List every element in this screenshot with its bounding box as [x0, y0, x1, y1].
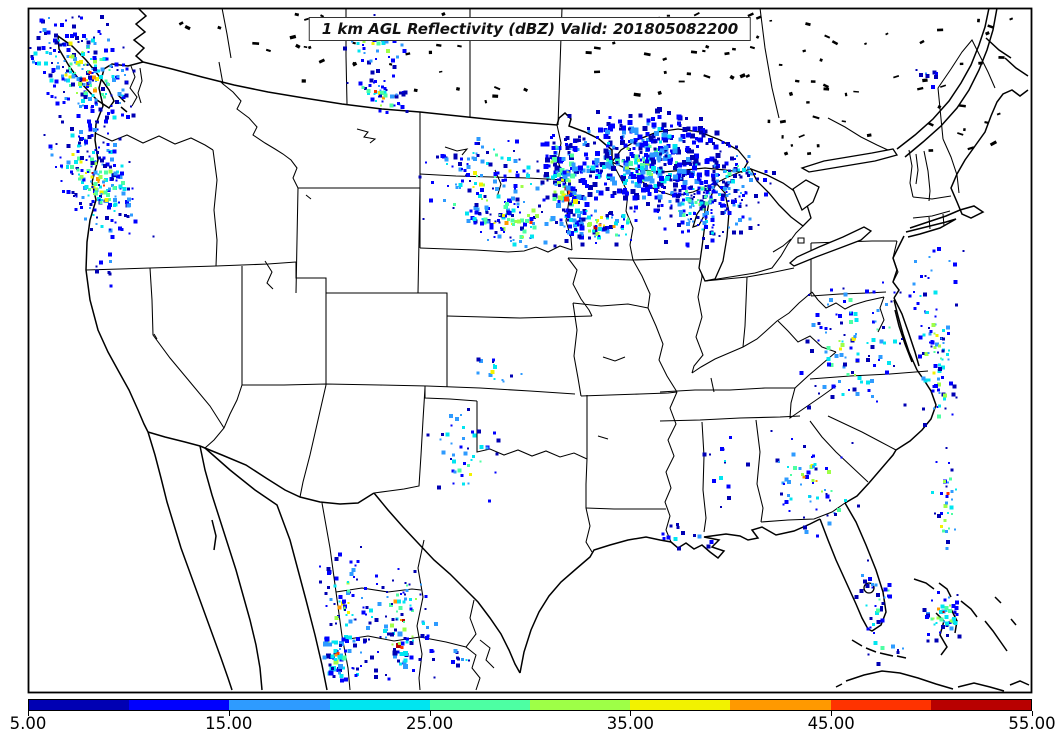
- plot-title-text: 1 km AGL Reflectivity (dBZ) Valid: 20180…: [321, 20, 739, 38]
- colorbar-tick-label: 15.00: [205, 714, 253, 733]
- colorbar-tick: [1032, 711, 1033, 716]
- colorbar-tick-label: 5.00: [9, 714, 47, 733]
- colorbar-tick: [228, 711, 230, 716]
- colorbar-tick-label: 25.00: [405, 714, 454, 733]
- colorbar-tick: [429, 711, 431, 716]
- colorbar-tick-label: 55.00: [1008, 714, 1056, 733]
- map-frame: [27, 7, 1033, 694]
- colorbar-tick: [28, 711, 29, 716]
- colorbar-tick: [831, 711, 833, 716]
- colorbar-segment-50-55: [930, 700, 1032, 710]
- colorbar-segment-15-20: [229, 700, 330, 710]
- colorbar-tick: [630, 711, 632, 716]
- colorbar-segment-45-50: [830, 700, 931, 710]
- state-boundaries: [57, 7, 998, 691]
- colorbar-tick-label: 45.00: [807, 714, 855, 733]
- colorbar-segment-40-45: [730, 700, 831, 710]
- colorbar-segment-5-10: [29, 700, 130, 710]
- colorbar-segment-30-35: [530, 700, 631, 710]
- colorbar-segment-35-40: [630, 700, 731, 710]
- colorbar-segment-10-15: [129, 700, 230, 710]
- reflectivity-colorbar: [28, 699, 1032, 711]
- lake-okeechobee: [863, 582, 875, 594]
- coastlines: [147, 37, 1030, 692]
- colorbar-segment-20-25: [329, 700, 430, 710]
- colorbar-tick-label: 35.00: [606, 714, 655, 733]
- colorbar-segment-25-30: [429, 700, 531, 710]
- radar-echo-layer: [29, 13, 965, 683]
- plot-title: 1 km AGL Reflectivity (dBZ) Valid: 20180…: [308, 17, 752, 41]
